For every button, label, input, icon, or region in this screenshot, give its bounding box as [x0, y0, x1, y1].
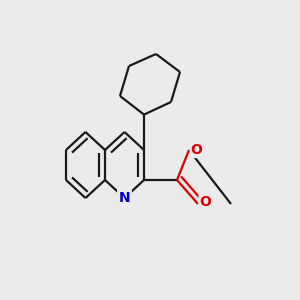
Text: O: O	[190, 143, 202, 157]
Text: O: O	[200, 196, 211, 209]
Text: N: N	[119, 191, 130, 205]
